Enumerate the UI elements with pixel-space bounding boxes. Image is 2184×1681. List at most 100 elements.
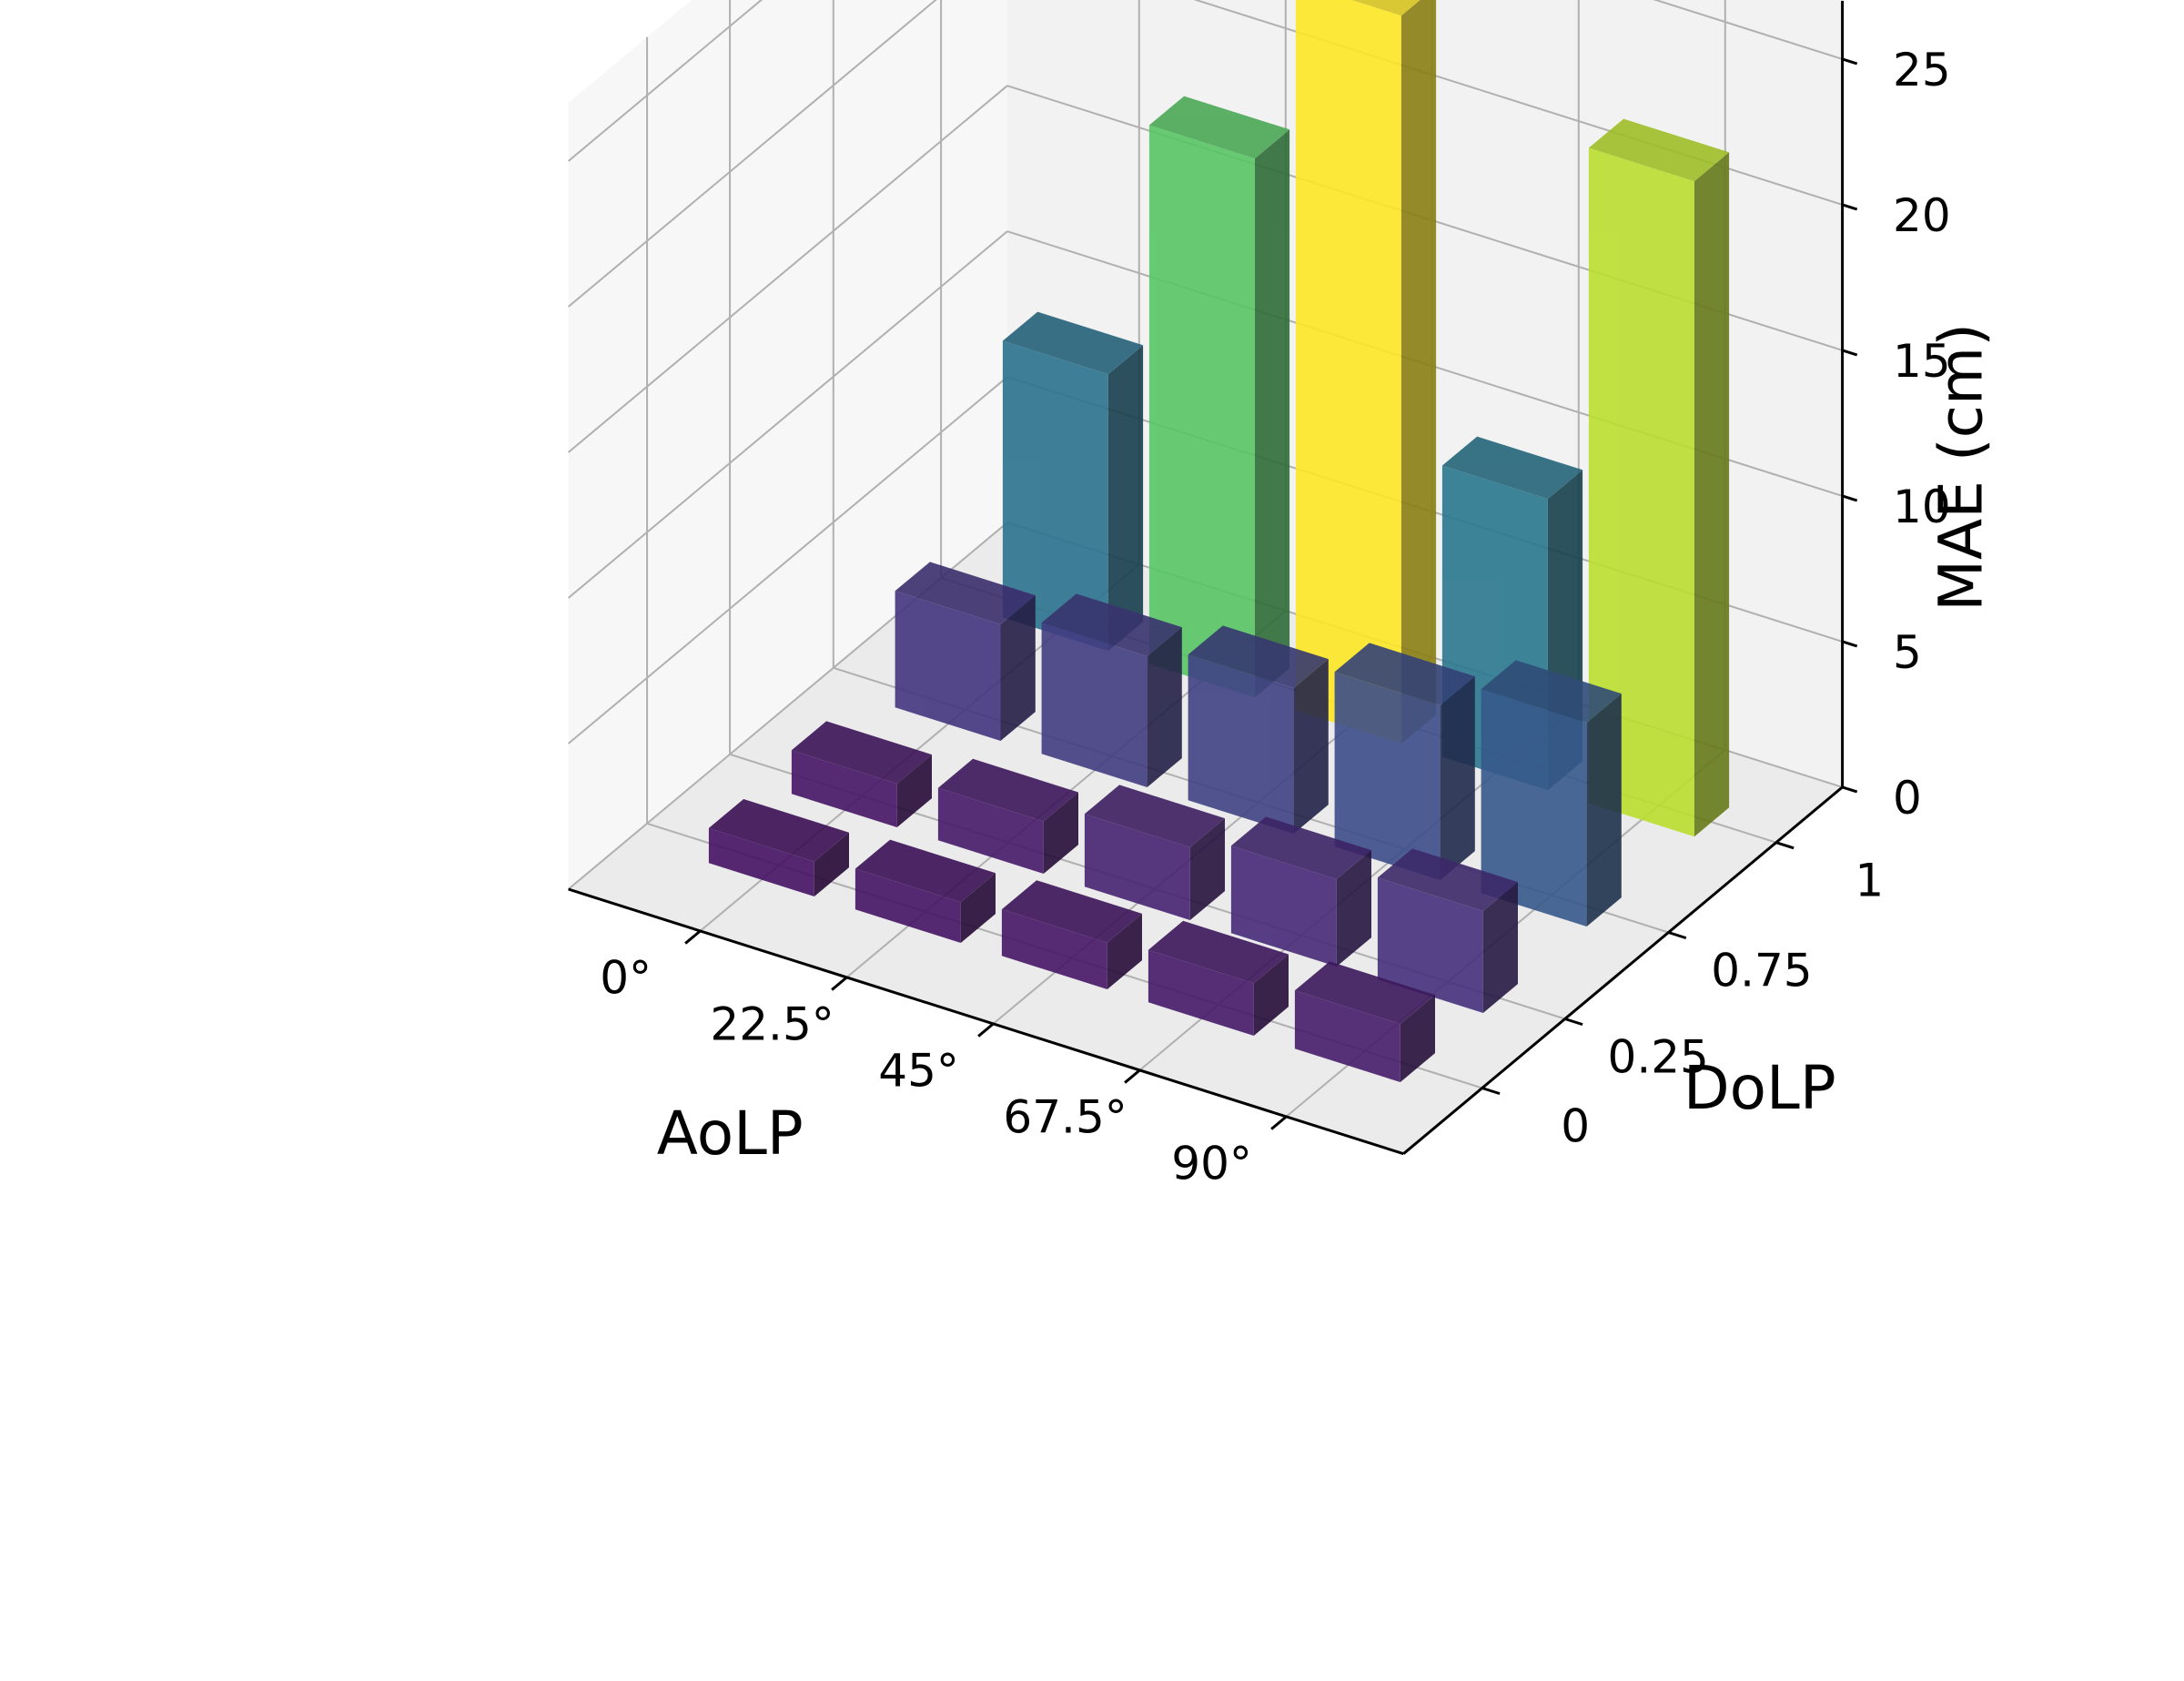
y-tick-label-2: 0.75: [1711, 944, 1812, 997]
z-tick-label-3: 15: [1893, 335, 1951, 388]
bar-side-face: [814, 832, 849, 896]
y-axis-line: [1402, 785, 1844, 1155]
bar-side-face: [1586, 694, 1622, 927]
bar-2-3: [1295, 0, 1437, 744]
z-tick-1: [1842, 640, 1858, 648]
z-tick-5: [1842, 57, 1858, 66]
bar-top-face: [1002, 311, 1144, 375]
bar-top-face: [1001, 880, 1142, 943]
bar-side-face: [1440, 676, 1475, 880]
bar-front-face: [1230, 846, 1337, 967]
bar-top-face: [1188, 625, 1329, 688]
bar-1-0: [854, 839, 996, 943]
x-tick-label-1: 22.5°: [710, 997, 834, 1050]
x-tick-1: [831, 976, 848, 991]
z-axis-title: MAE (cm): [1926, 323, 1997, 612]
bar-front-face: [1041, 623, 1148, 787]
grid-left-z-2: [567, 230, 1008, 599]
y-tick-label-3: 1: [1855, 855, 1884, 907]
grid-left-z-3: [567, 85, 1008, 453]
z-tick-label-2: 10: [1893, 481, 1951, 533]
bar-side-face: [1107, 913, 1142, 989]
x-tick-label-4: 90°: [1171, 1137, 1252, 1190]
bar-side-face: [1694, 152, 1730, 837]
bar-side-face: [1400, 995, 1435, 1082]
z-tick-label-5: 25: [1893, 44, 1951, 96]
left-pane: [568, 0, 1007, 889]
y-tick-label-0: 0: [1561, 1099, 1590, 1152]
bar-4-1: [1377, 848, 1518, 1013]
bar-front-face: [1148, 949, 1254, 1036]
bar-top-face: [1148, 96, 1290, 159]
y-tick-3: [1775, 841, 1795, 850]
bar-side-face: [1000, 595, 1036, 741]
x-tick-4: [1270, 1115, 1288, 1130]
bar-2-1: [1084, 785, 1225, 920]
bar-front-face: [1148, 125, 1255, 698]
bar-top-face: [708, 799, 849, 862]
bar-side-face: [1107, 345, 1144, 652]
grid-left-z-4: [567, 0, 937, 308]
bar-top-face: [937, 758, 1078, 822]
bar-top-face: [1334, 643, 1475, 705]
bar-top-face: [1588, 118, 1730, 182]
x-tick-0: [684, 929, 702, 945]
bar-front-face: [1377, 877, 1483, 1013]
bar-top-face: [1441, 436, 1583, 500]
grid-left-z-1: [567, 376, 1008, 744]
y-tick-2: [1668, 931, 1687, 940]
y-axis-title: DoLP: [1684, 1053, 1836, 1123]
bar-side-face: [1043, 792, 1078, 874]
bar-top-face: [1377, 848, 1518, 911]
bar-top-face: [895, 562, 1036, 624]
bar-3-0: [1148, 920, 1289, 1036]
bar-front-face: [937, 787, 1044, 874]
bar-top-face: [791, 721, 932, 784]
bar-top-face: [1084, 785, 1225, 847]
bar-front-face: [1084, 814, 1190, 920]
bar-front-face: [1481, 689, 1587, 927]
bars: [708, 0, 1730, 1082]
x-tick-2: [977, 1022, 995, 1038]
bar-4-3: [1588, 118, 1730, 837]
bar-top-face: [1294, 961, 1435, 1024]
y-tick-label-1: 0.25: [1608, 1030, 1709, 1083]
bar-front-face: [1588, 147, 1694, 837]
axis-labels: 0°22.5°45°67.5°90°00.250.7510510152025Ao…: [600, 44, 1996, 1190]
z-tick-label-4: 20: [1893, 189, 1951, 242]
bar-front-face: [1295, 0, 1401, 744]
bar-top-face: [1351, 0, 1421, 16]
bar-side-face: [1189, 818, 1225, 920]
bar-side-face: [1400, 0, 1437, 744]
bar-1-2: [1041, 593, 1182, 787]
bar-0-0: [708, 799, 849, 896]
bar-front-face: [1334, 672, 1441, 880]
z-tick-label-0: 0: [1893, 772, 1922, 825]
x-axis-line: [568, 887, 1404, 1156]
bar-3-1: [1230, 816, 1371, 967]
x-tick-label-2: 45°: [878, 1044, 959, 1097]
bar-side-face: [1293, 659, 1329, 834]
bar-3-2: [1334, 643, 1475, 880]
bar-side-face: [1482, 882, 1518, 1013]
bar-top-face: [1041, 593, 1182, 656]
z-tick-3: [1842, 349, 1858, 357]
bar-front-face: [1188, 654, 1294, 834]
y-tick-0: [1481, 1087, 1501, 1096]
bar-top-face: [854, 839, 996, 903]
bar-0-3: [1002, 311, 1144, 652]
bar-0-1: [791, 721, 932, 827]
bar-front-face: [1002, 340, 1108, 652]
bar-front-face: [1294, 990, 1400, 1082]
x-axis-title: AoLP: [657, 1099, 804, 1169]
bar-front-face: [791, 750, 897, 827]
z-tick-4: [1842, 203, 1858, 211]
bar-top-face: [1148, 920, 1289, 984]
bar-1-3: [1148, 96, 1290, 698]
bar-2-0: [1001, 880, 1142, 989]
bar-side-face: [896, 754, 932, 827]
bar-1-1: [937, 758, 1078, 874]
bar-top-face: [1481, 660, 1622, 723]
